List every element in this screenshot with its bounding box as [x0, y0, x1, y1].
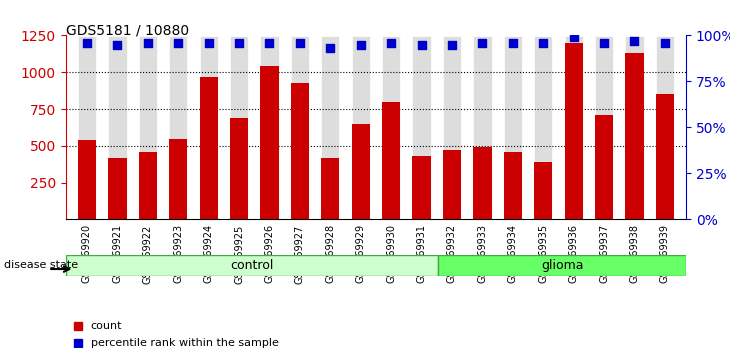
Bar	[352, 124, 370, 219]
Text: control: control	[230, 259, 274, 272]
FancyBboxPatch shape	[230, 36, 248, 220]
Point	[234, 40, 245, 46]
Point	[203, 40, 215, 46]
Text: glioma: glioma	[541, 259, 583, 272]
Point	[112, 42, 123, 47]
FancyBboxPatch shape	[352, 36, 370, 220]
Bar	[230, 118, 248, 219]
Bar	[626, 53, 644, 219]
Bar	[139, 152, 157, 219]
Bar	[321, 158, 339, 219]
Point	[355, 42, 366, 47]
Text: GDS5181 / 10880: GDS5181 / 10880	[66, 23, 189, 37]
Point	[568, 34, 580, 40]
FancyBboxPatch shape	[595, 36, 613, 220]
FancyBboxPatch shape	[321, 36, 339, 220]
Bar	[108, 158, 126, 219]
Bar	[534, 162, 553, 219]
FancyBboxPatch shape	[382, 36, 400, 220]
Bar	[169, 139, 188, 219]
FancyBboxPatch shape	[291, 36, 309, 220]
Bar	[261, 66, 279, 219]
Point	[446, 42, 458, 47]
Text: count: count	[91, 321, 122, 331]
Point	[294, 40, 306, 46]
Bar	[504, 152, 522, 219]
Point	[385, 40, 397, 46]
Bar	[412, 156, 431, 219]
Bar	[595, 115, 613, 219]
FancyBboxPatch shape	[169, 36, 188, 220]
Point	[507, 40, 518, 46]
Point	[537, 40, 549, 46]
Bar	[443, 150, 461, 219]
Text: disease state: disease state	[4, 261, 78, 270]
FancyBboxPatch shape	[199, 36, 218, 220]
Point	[324, 45, 336, 51]
FancyBboxPatch shape	[412, 36, 431, 220]
Point	[659, 40, 671, 46]
Bar	[656, 94, 674, 219]
Bar	[78, 140, 96, 219]
FancyBboxPatch shape	[78, 36, 96, 220]
FancyBboxPatch shape	[564, 36, 583, 220]
Point	[172, 40, 184, 46]
Point	[142, 40, 153, 46]
Bar	[382, 102, 400, 219]
FancyBboxPatch shape	[473, 36, 491, 220]
FancyBboxPatch shape	[66, 255, 438, 276]
Bar	[473, 147, 491, 219]
Point	[264, 40, 275, 46]
FancyBboxPatch shape	[656, 36, 674, 220]
FancyBboxPatch shape	[438, 255, 686, 276]
Point	[598, 40, 610, 46]
FancyBboxPatch shape	[534, 36, 553, 220]
FancyBboxPatch shape	[108, 36, 126, 220]
Point	[416, 42, 428, 47]
Point	[629, 38, 640, 44]
Bar	[291, 82, 309, 219]
FancyBboxPatch shape	[504, 36, 522, 220]
FancyBboxPatch shape	[261, 36, 279, 220]
Bar	[564, 43, 583, 219]
FancyBboxPatch shape	[626, 36, 644, 220]
FancyBboxPatch shape	[443, 36, 461, 220]
Bar	[199, 78, 218, 219]
Point	[81, 40, 93, 46]
FancyBboxPatch shape	[139, 36, 157, 220]
Point	[477, 40, 488, 46]
Text: percentile rank within the sample: percentile rank within the sample	[91, 338, 278, 348]
